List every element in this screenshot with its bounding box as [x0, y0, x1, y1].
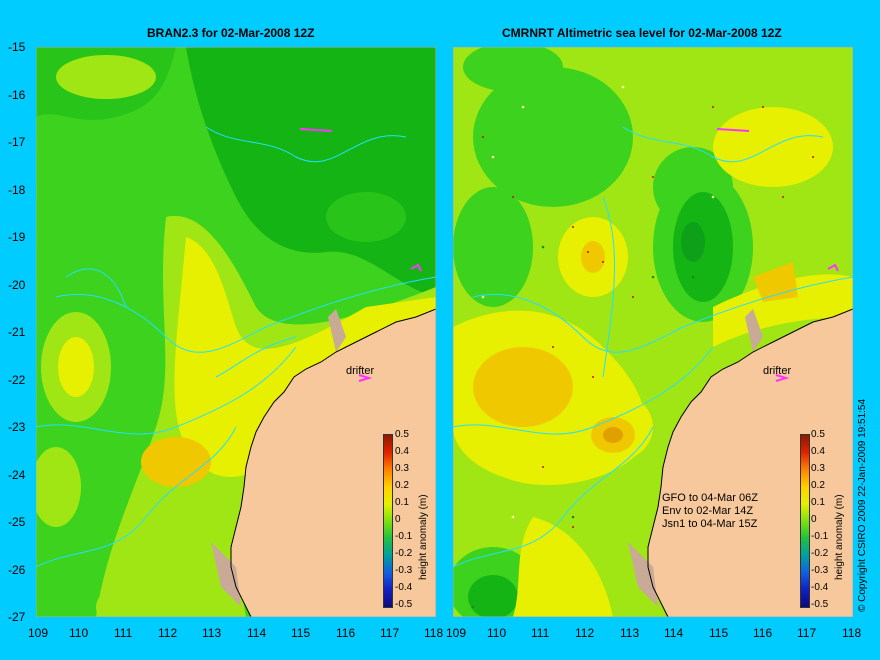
x-tick-right: 113	[620, 626, 640, 640]
y-tick-left: -18	[8, 183, 26, 197]
right-drifter-label: drifter	[763, 365, 792, 377]
right-cb-6: -0.1	[811, 531, 829, 542]
y-tick-left: -27	[8, 610, 26, 624]
left-drifter-label: drifter	[346, 365, 375, 377]
note-jsn1: Jsn1 to 04-Mar 15Z	[662, 518, 758, 530]
x-tick-left: 110	[69, 626, 89, 640]
x-tick-right: 112	[575, 626, 595, 640]
x-tick-right: 115	[709, 626, 729, 640]
right-cb-7: -0.2	[811, 548, 829, 559]
x-tick-left: 114	[247, 626, 267, 640]
right-cb-3: 0.2	[811, 480, 825, 491]
x-tick-left: 116	[336, 626, 356, 640]
left-colorbar-title: height anomaly (m)	[418, 494, 429, 580]
left-cb-4: 0.1	[395, 497, 409, 508]
x-tick-left: 113	[202, 626, 222, 640]
left-map	[36, 47, 436, 617]
right-cb-8: -0.3	[811, 565, 829, 576]
x-tick-right: 114	[664, 626, 684, 640]
x-tick-right: 109	[446, 626, 467, 640]
right-cb-10: -0.5	[811, 599, 829, 610]
x-tick-left: 117	[380, 626, 400, 640]
y-tick-left: -26	[8, 563, 26, 577]
left-cb-0: 0.5	[395, 429, 409, 440]
right-map-title: CMRNRT Altimetric sea level for 02-Mar-2…	[502, 26, 782, 40]
note-gfo: GFO to 04-Mar 06Z	[662, 492, 758, 504]
y-tick-left: -22	[8, 373, 26, 387]
y-tick-left: -24	[8, 468, 26, 482]
left-cb-3: 0.2	[395, 480, 409, 491]
y-tick-left: -15	[8, 40, 26, 54]
x-tick-left: 111	[114, 626, 133, 640]
left-cb-2: 0.3	[395, 463, 409, 474]
right-colorbar	[800, 434, 810, 608]
left-cb-10: -0.5	[395, 599, 413, 610]
x-tick-left: 112	[158, 626, 178, 640]
left-cb-6: -0.1	[395, 531, 413, 542]
y-tick-left: -19	[8, 230, 26, 244]
x-tick-right: 117	[797, 626, 817, 640]
x-tick-right: 110	[487, 626, 507, 640]
y-tick-left: -20	[8, 278, 26, 292]
y-tick-left: -16	[8, 88, 26, 102]
x-tick-right: 116	[753, 626, 773, 640]
left-cb-8: -0.3	[395, 565, 413, 576]
right-cb-4: 0.1	[811, 497, 825, 508]
left-colorbar	[383, 434, 393, 608]
left-cb-5: 0	[395, 514, 401, 525]
y-tick-left: -17	[8, 135, 26, 149]
note-env: Env to 02-Mar 14Z	[662, 505, 754, 517]
y-tick-left: -21	[8, 325, 26, 339]
right-map	[453, 47, 853, 617]
y-tick-left: -23	[8, 420, 26, 434]
right-drifter-marker	[775, 374, 790, 382]
x-tick-left: 115	[291, 626, 311, 640]
left-cb-9: -0.4	[395, 582, 413, 593]
right-cb-5: 0	[811, 514, 817, 525]
right-cb-9: -0.4	[811, 582, 829, 593]
left-drifter-marker	[358, 374, 373, 382]
left-map-title: BRAN2.3 for 02-Mar-2008 12Z	[147, 26, 315, 40]
left-cb-7: -0.2	[395, 548, 413, 559]
right-cb-1: 0.4	[811, 446, 825, 457]
right-cb-0: 0.5	[811, 429, 825, 440]
right-cb-2: 0.3	[811, 463, 825, 474]
right-colorbar-title: height anomaly (m)	[834, 494, 845, 580]
x-tick-left: 118	[424, 626, 444, 640]
left-cb-1: 0.4	[395, 446, 409, 457]
x-tick-right: 111	[531, 626, 550, 640]
copyright-text: © Copyright CSIRO 2009 22-Jan-2009 19:51…	[857, 398, 868, 612]
x-tick-left: 109	[28, 626, 49, 640]
y-tick-left: -25	[8, 515, 26, 529]
x-tick-right: 118	[842, 626, 862, 640]
